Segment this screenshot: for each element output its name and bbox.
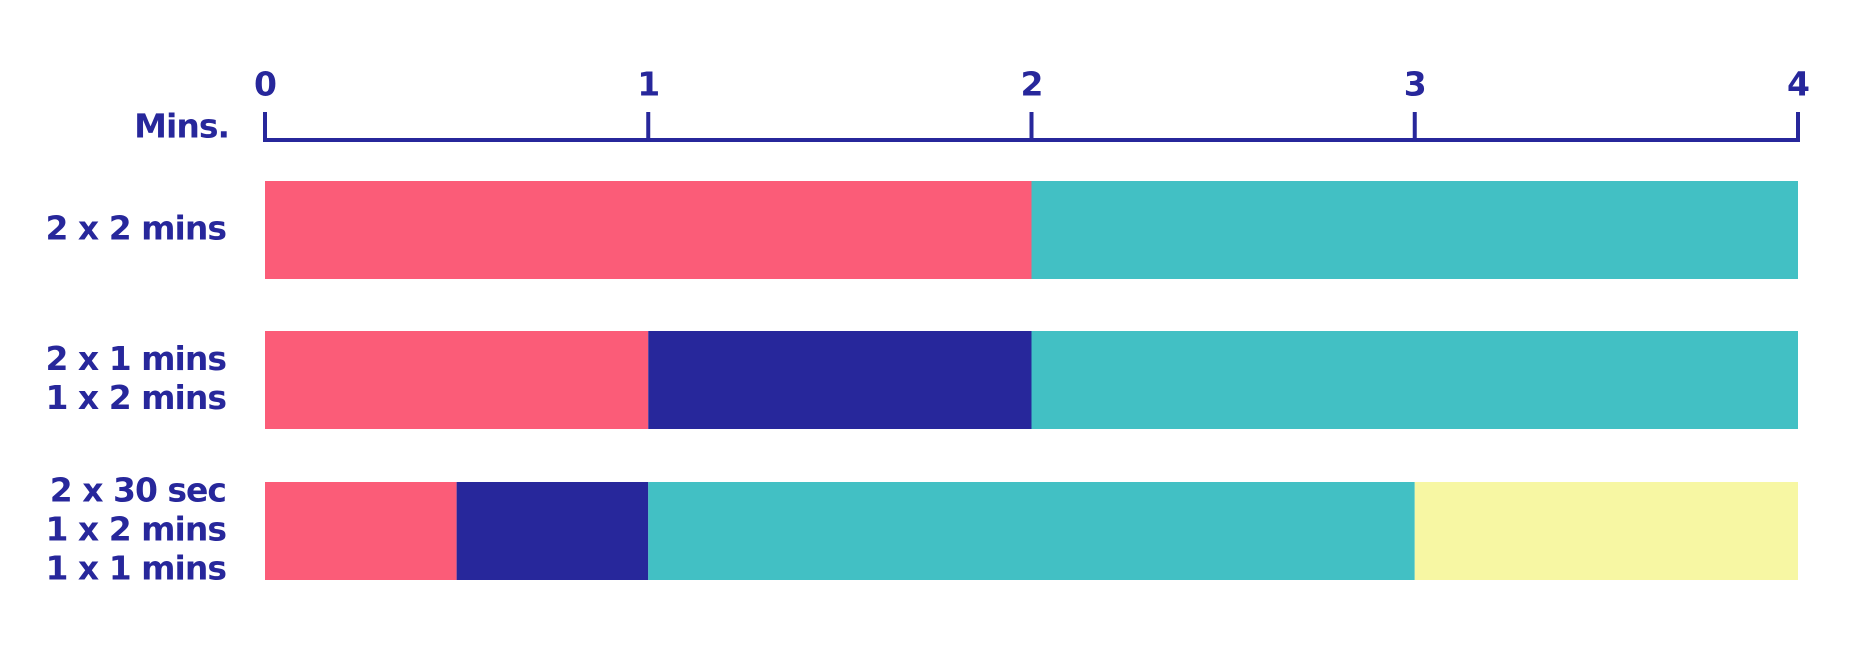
category-label: 1 x 2 mins [45,510,226,549]
category-label: 2 x 30 sec [50,471,226,510]
bar-segment [1031,181,1798,279]
bar-segment [648,331,1032,429]
bar-segment [648,482,1415,580]
bar-segment [265,482,457,580]
category-label: 2 x 1 mins [45,339,226,378]
category-label: 1 x 1 mins [45,549,226,588]
x-tick-label: 1 [637,65,659,104]
bar-segment [265,331,649,429]
category-label: 2 x 2 mins [45,209,226,248]
bar-segment [456,482,649,580]
x-tick-label: 0 [254,65,276,104]
x-tick-label: 2 [1021,65,1043,104]
x-axis-label: Mins. [134,107,229,146]
bar-segment [265,181,1032,279]
x-tick-label: 3 [1404,65,1426,104]
category-label: 1 x 2 mins [45,378,226,417]
x-tick-label: 4 [1787,65,1809,104]
bar-segment [1031,331,1798,429]
bar-segment [1414,482,1798,580]
